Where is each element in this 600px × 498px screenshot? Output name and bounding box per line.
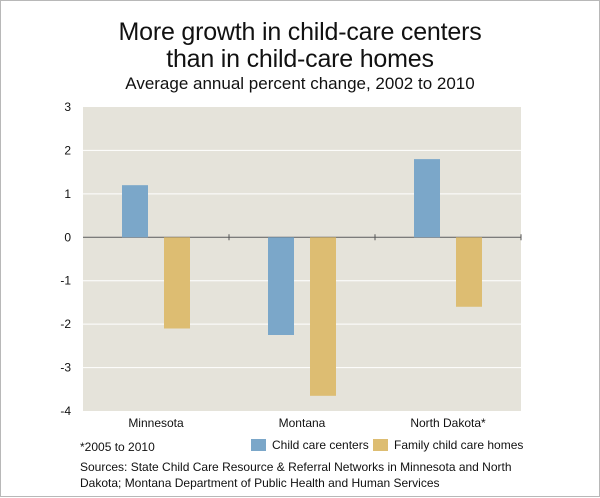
y-tick-label: -4 [60, 404, 71, 418]
plot-area [83, 107, 521, 411]
legend-label-homes: Family child care homes [394, 438, 524, 452]
bar-child-care-centers [268, 237, 294, 335]
y-tick-label: -3 [60, 361, 71, 375]
bar-family-child-care-homes [310, 237, 336, 396]
y-tick-label: 3 [64, 100, 71, 114]
chart-subtitle: Average annual percent change, 2002 to 2… [125, 74, 475, 93]
x-category-label: North Dakota* [410, 416, 486, 430]
legend-swatch-centers [251, 439, 266, 451]
y-tick-label: 0 [64, 230, 71, 244]
bar-family-child-care-homes [456, 237, 482, 307]
y-tick-label: 2 [64, 143, 71, 157]
y-tick-label: -1 [60, 274, 71, 288]
y-tick-label: -2 [60, 317, 71, 331]
legend-item-homes: Family child care homes [373, 438, 523, 452]
title-line-2: than in child-care homes [166, 45, 434, 73]
chart-title: More growth in child-care centers than i… [1, 19, 599, 73]
bar-child-care-centers [122, 185, 148, 238]
title-line-1: More growth in child-care centers [118, 18, 482, 46]
x-category-label: Minnesota [128, 416, 184, 430]
legend-label-centers: Child care centers [272, 438, 369, 452]
bar-family-child-care-homes [164, 237, 190, 329]
y-tick-label: 1 [64, 187, 71, 201]
footnote: *2005 to 2010 [80, 440, 155, 454]
legend-swatch-homes [373, 439, 388, 451]
sources-note: Sources: State Child Care Resource & Ref… [80, 460, 512, 490]
x-category-label: Montana [279, 416, 326, 430]
legend-item-centers: Child care centers [251, 438, 369, 452]
bar-child-care-centers [414, 159, 440, 238]
